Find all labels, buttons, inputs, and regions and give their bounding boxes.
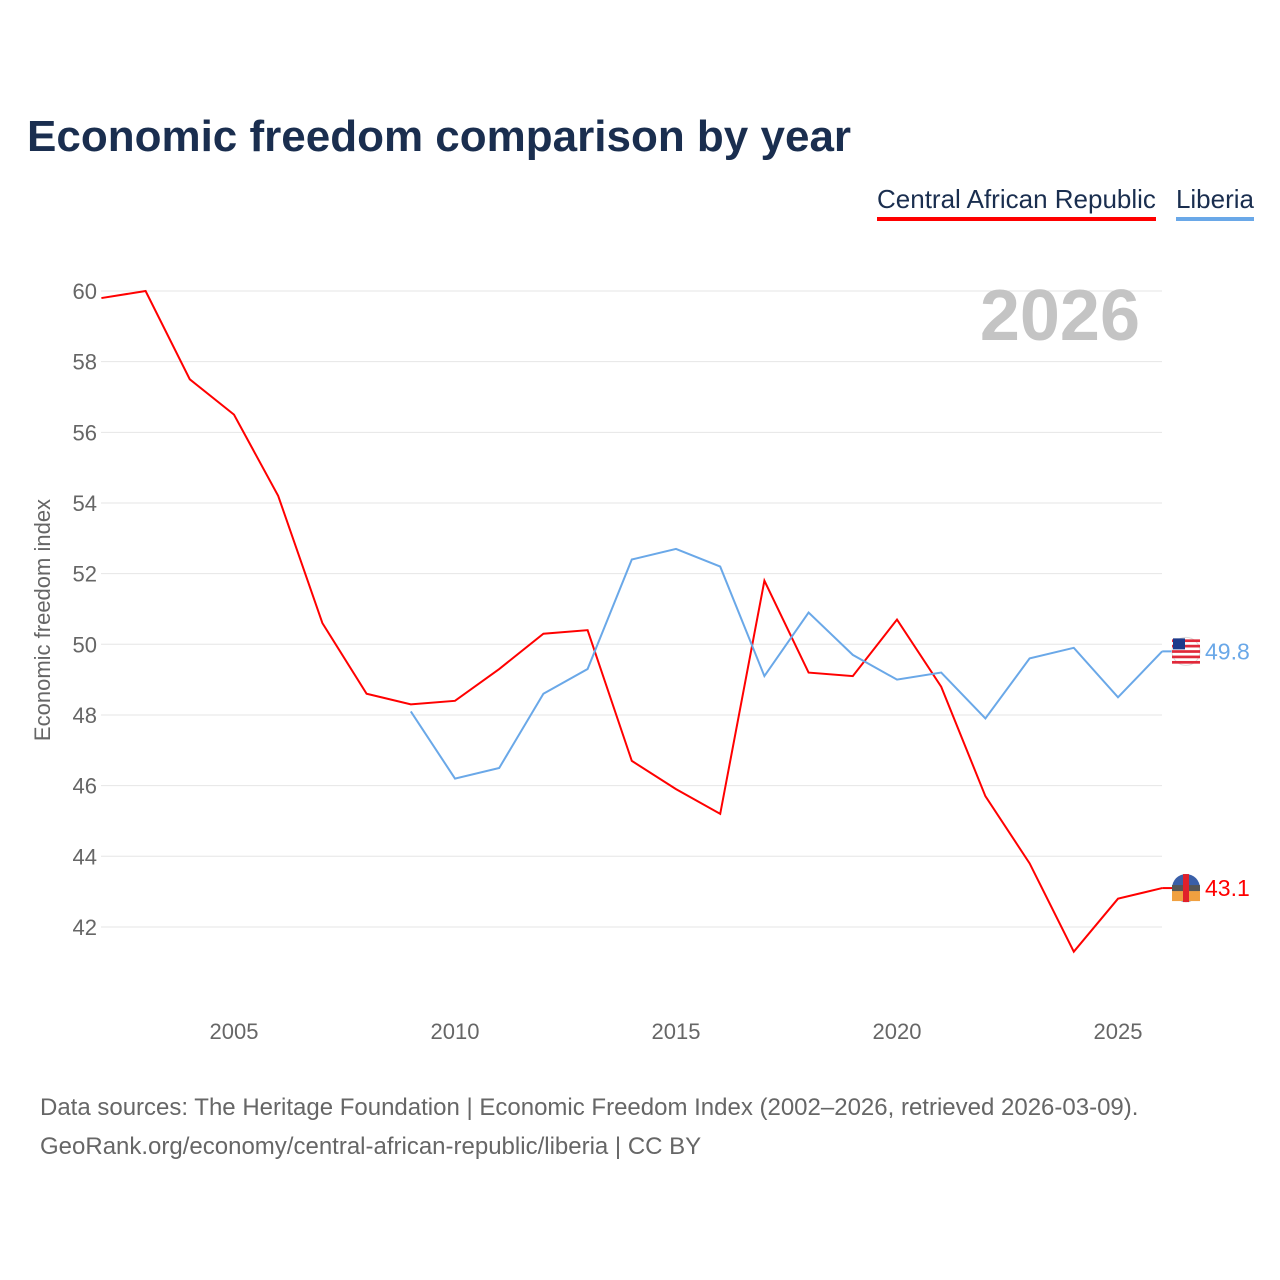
data-point — [629, 557, 635, 563]
data-point — [496, 765, 502, 771]
legend-item-liberia[interactable]: Liberia — [1175, 184, 1254, 221]
end-value-label: 43.1 — [1205, 875, 1250, 901]
series-line-car — [101, 289, 1163, 954]
data-point — [98, 295, 104, 301]
data-point — [629, 758, 635, 764]
data-point — [540, 691, 546, 697]
data-point — [187, 376, 193, 382]
y-tick-label: 46 — [73, 774, 97, 799]
data-point — [143, 288, 149, 294]
x-tick-label: 2015 — [652, 1019, 701, 1044]
data-point — [806, 610, 812, 616]
data-point — [761, 673, 767, 679]
y-tick-label: 48 — [73, 703, 97, 728]
data-point — [585, 627, 591, 633]
data-point — [408, 708, 414, 714]
y-tick-label: 54 — [73, 491, 97, 516]
data-point — [452, 776, 458, 782]
data-point — [894, 677, 900, 683]
data-point — [938, 670, 944, 676]
year-watermark: 2026 — [980, 276, 1140, 356]
data-point — [319, 620, 325, 626]
data-point — [673, 786, 679, 792]
flag-stripe — [1172, 644, 1200, 648]
data-point — [540, 631, 546, 637]
data-point — [761, 578, 767, 584]
flag-stripe — [1172, 650, 1200, 653]
data-point — [452, 698, 458, 704]
data-point — [717, 564, 723, 570]
y-tick-label: 56 — [73, 420, 97, 445]
y-tick-label: 50 — [73, 632, 97, 657]
x-tick-label: 2025 — [1094, 1019, 1143, 1044]
source-note: Data sources: The Heritage Foundation | … — [40, 1088, 1138, 1166]
data-point — [850, 652, 856, 658]
x-tick-label: 2020 — [873, 1019, 922, 1044]
series-line-liberia — [409, 547, 1163, 780]
flag-canton — [1173, 638, 1185, 650]
y-axis-label: Economic freedom index — [30, 499, 55, 741]
data-point — [231, 412, 237, 418]
data-point — [1027, 860, 1033, 866]
flag-stripe — [1172, 660, 1200, 664]
data-point — [982, 793, 988, 799]
data-point — [717, 811, 723, 817]
end-value-label: 49.8 — [1205, 638, 1250, 664]
data-point — [894, 617, 900, 623]
data-point — [496, 666, 502, 672]
data-point — [1071, 949, 1077, 955]
data-point — [982, 715, 988, 721]
y-tick-label: 60 — [73, 279, 97, 304]
data-point — [1115, 694, 1121, 700]
chart-title: Economic freedom comparison by year — [27, 112, 852, 161]
data-point — [364, 691, 370, 697]
source-line-2: GeoRank.org/economy/central-african-repu… — [40, 1133, 702, 1160]
y-tick-label: 58 — [73, 350, 97, 375]
flag-band — [1183, 874, 1189, 903]
x-tick-label: 2005 — [210, 1019, 259, 1044]
flag-stripe — [1172, 655, 1200, 659]
y-tick-label: 52 — [73, 562, 97, 587]
data-point — [673, 546, 679, 552]
x-tick-label: 2010 — [431, 1019, 480, 1044]
data-point — [275, 493, 281, 499]
data-point — [408, 701, 414, 707]
data-point — [1071, 645, 1077, 651]
data-point — [938, 684, 944, 690]
data-point — [1027, 655, 1033, 661]
data-point — [806, 670, 812, 676]
flag-stripe — [1172, 639, 1200, 643]
y-tick-label: 44 — [73, 844, 97, 869]
legend: Central African Republic Liberia — [877, 184, 1254, 221]
data-point — [1115, 896, 1121, 902]
data-point — [850, 673, 856, 679]
source-line-1: Data sources: The Heritage Foundation | … — [40, 1094, 1139, 1121]
y-tick-label: 42 — [73, 915, 97, 940]
legend-item-central-african-republic[interactable]: Central African Republic — [877, 184, 1156, 221]
data-point — [585, 666, 591, 672]
